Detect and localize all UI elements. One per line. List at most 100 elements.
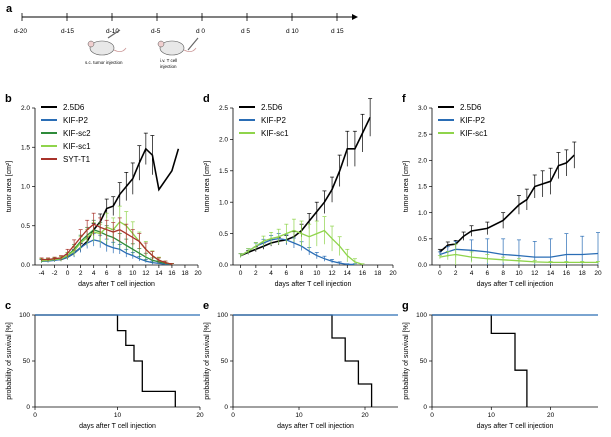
series-line-SYT-T1 — [41, 223, 173, 265]
series-line-2.5D6 — [35, 314, 176, 407]
series-2.5D6 — [238, 98, 373, 258]
y-tick-label: 0 — [224, 404, 228, 411]
y-axis-label: probability of survival [%] — [6, 322, 13, 399]
x-tick-label: 10 — [114, 412, 122, 419]
x-tick-label: 4 — [269, 270, 273, 277]
x-tick-label: 4 — [470, 270, 474, 277]
x-tick-label: 20 — [389, 270, 397, 277]
series-line-KIF-P2 — [41, 239, 172, 265]
x-tick-label: 8 — [501, 270, 505, 277]
series-line-2.5D6 — [233, 314, 373, 407]
y-tick-label: 0.5 — [418, 236, 427, 243]
timeline-tick-label: d 15 — [331, 28, 344, 35]
x-tick-label: 14 — [547, 270, 555, 277]
y-tick-label: 50 — [221, 358, 229, 365]
panel-letter-f: f — [402, 93, 406, 105]
y-axis-label: probability of survival [%] — [403, 322, 410, 399]
y-tick-label: 1.5 — [418, 184, 427, 191]
legend-b: 2.5D6 KIF-P2 KIF-sc2 KIF-sc1 SYT-T1 — [41, 103, 91, 164]
series-SYT-T1 — [39, 212, 174, 265]
x-tick-label: 2 — [254, 270, 258, 277]
y-tick-label: 2.0 — [219, 137, 228, 144]
syringe-icon — [187, 37, 199, 51]
timeline-ticks: d-20 d-15 d-10 d-5 d 0 d 5 d 10 d 15 — [14, 13, 344, 35]
series-KIF-sc1 — [437, 243, 600, 265]
series-2.5D6 — [233, 314, 373, 407]
legend-label: KIF-P2 — [261, 116, 286, 125]
y-tick-label: 1.5 — [21, 144, 30, 151]
series-2.5D6 — [39, 132, 180, 262]
y-tick-label: 0.0 — [21, 262, 30, 269]
x-tick-label: 0 — [66, 270, 70, 277]
x-tick-label: 0 — [438, 270, 442, 277]
syringe-icon — [107, 29, 121, 39]
series-line-KIF-sc1 — [240, 229, 363, 266]
y-tick-label: 0.0 — [219, 262, 228, 269]
x-tick-label: 20 — [594, 270, 602, 277]
legend-label: KIF-sc2 — [63, 129, 91, 138]
timeline-tick-label: d-20 — [14, 28, 27, 35]
legend-label: KIF-sc1 — [261, 129, 289, 138]
y-tick-label: 0.5 — [219, 231, 228, 238]
caption-tcell-injection-1: i.v. T cell — [160, 58, 177, 63]
x-tick-label: 18 — [181, 270, 189, 277]
series-line-KIF-sc1 — [439, 253, 598, 264]
x-tick-label: 14 — [344, 270, 352, 277]
panel-letter-c: c — [5, 300, 11, 312]
caption-tumor-injection: s.c. tumor injection — [85, 60, 123, 65]
series-line-2.5D6 — [240, 117, 371, 257]
x-axis-label: days after T cell injection — [275, 281, 352, 288]
x-tick-label: 20 — [547, 412, 555, 419]
chart-panel-c: c 0 10 20 0 50 100 days after T cell injection p… — [5, 300, 204, 430]
y-tick-label: 50 — [23, 358, 31, 365]
x-tick-label: 16 — [359, 270, 367, 277]
y-tick-label: 3.0 — [418, 105, 427, 112]
y-tick-label: 2.0 — [418, 158, 427, 165]
x-tick-label: 6 — [486, 270, 490, 277]
x-tick-label: 0 — [430, 412, 434, 419]
x-tick-label: 20 — [361, 412, 369, 419]
y-axis-label: tumor area [cm²] — [6, 161, 13, 212]
x-tick-label: 10 — [488, 412, 496, 419]
series-2.5D6 — [35, 314, 176, 407]
x-tick-label: 20 — [194, 270, 202, 277]
x-tick-label: 2 — [454, 270, 458, 277]
x-tick-label: 8 — [118, 270, 122, 277]
series-2.5D6 — [432, 314, 528, 407]
x-axis-label: days after T cell injection — [477, 423, 554, 430]
chart-panel-g: g 0 10 20 0 50 100 days after T cell injection p… — [402, 300, 598, 430]
y-axis-label: tumor area [cm²] — [403, 161, 410, 212]
x-axis-label: days after T cell injection — [78, 281, 155, 288]
y-tick-label: 100 — [416, 312, 427, 319]
panel-letter-g: g — [402, 300, 409, 312]
timeline-tick-label: d-10 — [106, 28, 119, 35]
y-tick-label: 100 — [19, 312, 30, 319]
y-tick-label: 0 — [26, 404, 30, 411]
y-tick-label: 2.5 — [418, 131, 427, 138]
panel-letter-b: b — [5, 93, 12, 105]
legend-label: 2.5D6 — [261, 103, 283, 112]
x-tick-label: 16 — [168, 270, 176, 277]
x-tick-label: 20 — [196, 412, 204, 419]
chart-panel-f: f 0 2 4 6 8 10 12 14 16 18 20 0.0 0.5 1.0 1.5 2.0 2.5 3.0 d… — [402, 93, 602, 288]
x-tick-label: 12 — [328, 270, 336, 277]
series-KIF-sc1 — [238, 216, 365, 266]
x-tick-label: 0 — [231, 412, 235, 419]
series-line-2.5D6 — [439, 154, 575, 253]
x-tick-label: 14 — [155, 270, 163, 277]
x-tick-label: 12 — [142, 270, 150, 277]
legend-label: KIF-P2 — [460, 116, 485, 125]
panel-letter-a: a — [6, 3, 13, 15]
x-tick-label: 10 — [313, 270, 321, 277]
x-axis-label: days after T cell injection — [79, 423, 156, 430]
y-tick-label: 0 — [423, 404, 427, 411]
timeline-tick-label: d-15 — [61, 28, 74, 35]
x-tick-label: 6 — [285, 270, 289, 277]
x-tick-label: 8 — [300, 270, 304, 277]
legend-label: 2.5D6 — [63, 103, 85, 112]
y-axis-label: tumor area [cm²] — [204, 161, 211, 212]
y-tick-label: 1.5 — [219, 168, 228, 175]
y-tick-label: 100 — [217, 312, 228, 319]
y-tick-label: 2.5 — [219, 105, 228, 112]
